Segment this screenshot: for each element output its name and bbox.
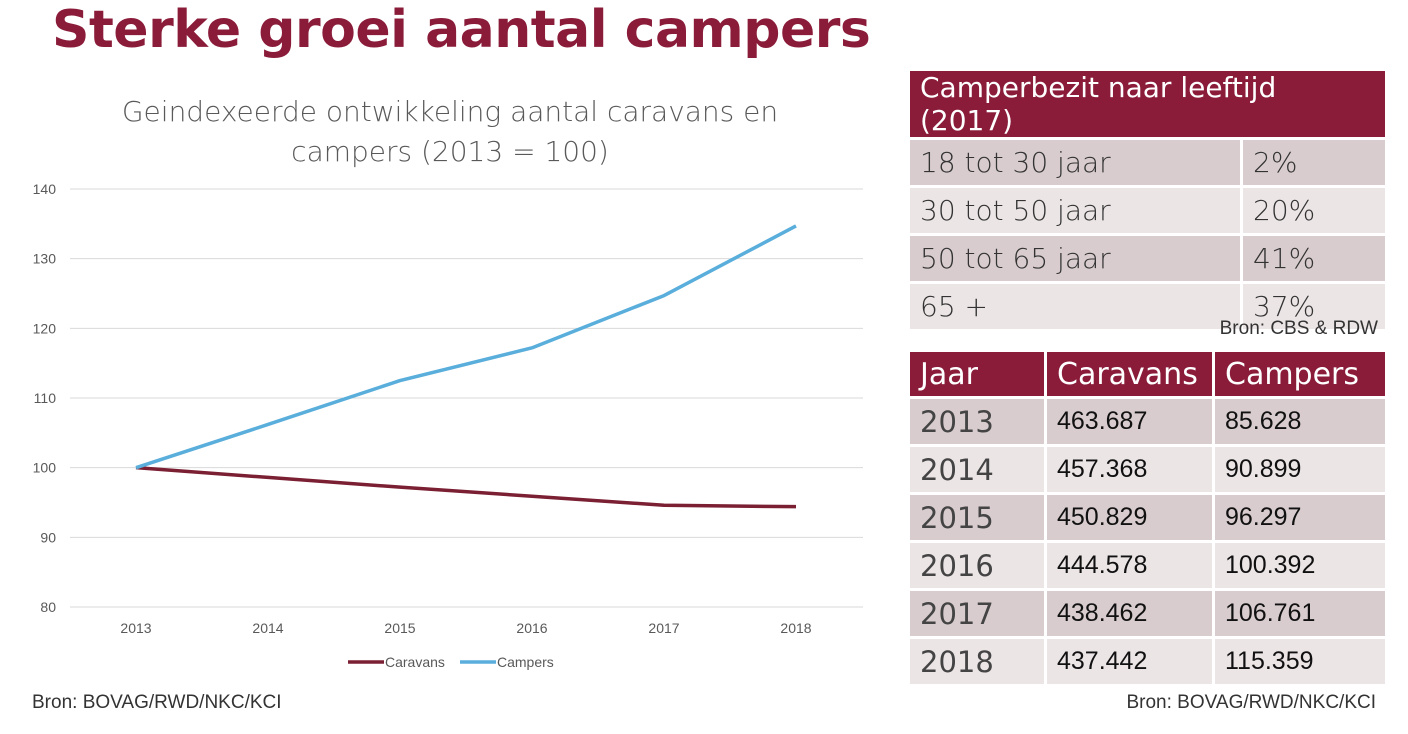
col-header-caravans: Caravans — [1047, 352, 1212, 396]
year-cell: 2018 — [910, 639, 1044, 684]
legend-label: Campers — [497, 654, 554, 670]
series-line-campers — [135, 224, 797, 470]
year-table-source: Bron: BOVAG/RWD/NKC/KCI — [1126, 692, 1376, 713]
page-title: Sterke groei aantal campers — [52, 0, 871, 60]
age-table-header: Camperbezit naar leeftijd (2017) — [910, 71, 1385, 137]
series-line-caravans — [135, 465, 797, 509]
caravans-cell: 438.462 — [1047, 591, 1212, 636]
year-cell: 2013 — [910, 399, 1044, 444]
chart-title: Geindexeerde ontwikkeling aantal caravan… — [121, 95, 779, 168]
x-tick-label: 2015 — [384, 620, 415, 636]
y-tick-label: 140 — [33, 181, 57, 197]
legend-label: Caravans — [385, 654, 445, 670]
caravans-cell: 450.829 — [1047, 495, 1212, 540]
x-tick-label: 2014 — [252, 620, 283, 636]
year-cell: 2017 — [910, 591, 1044, 636]
y-tick-label: 110 — [34, 390, 57, 406]
y-tick-label: 80 — [40, 599, 56, 615]
year-table: Jaar Caravans Campers 2013 463.687 85.62… — [907, 349, 1388, 687]
col-header-campers: Campers — [1215, 352, 1385, 396]
table-row: 50 tot 65 jaar 41% — [910, 236, 1385, 281]
age-value: 2% — [1243, 140, 1385, 185]
col-header-year: Jaar — [910, 352, 1044, 396]
x-tick-label: 2016 — [516, 620, 547, 636]
year-cell: 2016 — [910, 543, 1044, 588]
campers-cell: 96.297 — [1215, 495, 1385, 540]
y-tick-label: 130 — [33, 251, 57, 267]
table-row: 2013 463.687 85.628 — [910, 399, 1385, 444]
year-cell: 2014 — [910, 447, 1044, 492]
age-label: 30 tot 50 jaar — [910, 188, 1240, 233]
campers-cell: 85.628 — [1215, 399, 1385, 444]
caravans-cell: 444.578 — [1047, 543, 1212, 588]
campers-cell: 115.359 — [1215, 639, 1385, 684]
table-row: 2014 457.368 90.899 — [910, 447, 1385, 492]
age-table-source: Bron: CBS & RDW — [1219, 318, 1378, 339]
table-row: 2016 444.578 100.392 — [910, 543, 1385, 588]
caravans-cell: 463.687 — [1047, 399, 1212, 444]
age-table: Camperbezit naar leeftijd (2017) 18 tot … — [907, 68, 1388, 332]
y-tick-label: 100 — [33, 460, 57, 476]
y-tick-label: 90 — [40, 529, 56, 545]
x-tick-label: 2018 — [780, 620, 811, 636]
campers-cell: 106.761 — [1215, 591, 1385, 636]
table-row: 18 tot 30 jaar 2% — [910, 140, 1385, 185]
line-chart: 80 90 100 110 120 130 140 2013 2014 2015 2016 2017 2… — [33, 181, 863, 670]
x-tick-label: 2017 — [648, 620, 679, 636]
age-value: 20% — [1243, 188, 1385, 233]
campers-cell: 100.392 — [1215, 543, 1385, 588]
table-row: 2015 450.829 96.297 — [910, 495, 1385, 540]
age-value: 37% — [1243, 284, 1385, 329]
table-row: 65 + 37% — [910, 284, 1385, 329]
caravans-cell: 457.368 — [1047, 447, 1212, 492]
year-cell: 2015 — [910, 495, 1044, 540]
caravans-cell: 437.442 — [1047, 639, 1212, 684]
campers-cell: 90.899 — [1215, 447, 1385, 492]
table-row: 30 tot 50 jaar 20% — [910, 188, 1385, 233]
table-row: 2017 438.462 106.761 — [910, 591, 1385, 636]
y-tick-label: 120 — [33, 320, 57, 336]
age-label: 18 tot 30 jaar — [910, 140, 1240, 185]
table-row: 2018 437.442 115.359 — [910, 639, 1385, 684]
age-label: 65 + — [910, 284, 1240, 329]
age-value: 41% — [1243, 236, 1385, 281]
x-tick-label: 2013 — [120, 620, 151, 636]
chart-source: Bron: BOVAG/RWD/NKC/KCI — [32, 692, 282, 713]
age-label: 50 tot 65 jaar — [910, 236, 1240, 281]
